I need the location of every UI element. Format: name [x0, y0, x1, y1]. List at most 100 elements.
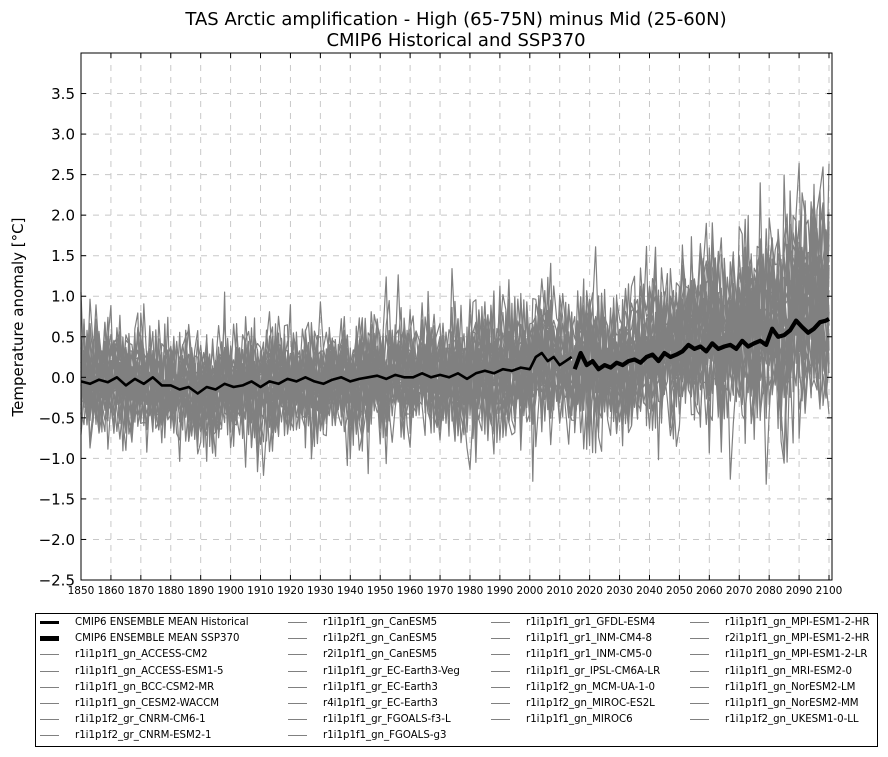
legend-swatch: [690, 638, 709, 640]
x-tick-label: 1910: [247, 585, 274, 597]
x-tick-label: 2010: [546, 585, 573, 597]
legend-swatch: [40, 636, 59, 642]
y-tick-label: 3.0: [51, 126, 75, 144]
legend-swatch: [690, 654, 709, 656]
legend-swatch: [491, 702, 510, 704]
legend-label: r1i1p1f1_gr_FGOALS-f3-L: [323, 714, 451, 726]
legend-swatch: [690, 686, 709, 688]
x-tick-label: 2070: [726, 585, 753, 597]
x-tick-label: 1900: [217, 585, 244, 597]
legend-swatch: [288, 686, 307, 688]
x-tick-label: 1940: [337, 585, 364, 597]
plot-frame: [80, 52, 833, 581]
x-tick-label: 2080: [756, 585, 783, 597]
legend-swatch: [491, 622, 510, 623]
x-tick-label: 2020: [576, 585, 603, 597]
legend-label: r1i1p1f1_gn_CanESM5: [323, 617, 438, 628]
x-tick-label: 1920: [277, 585, 304, 597]
x-tick-label: 1890: [187, 585, 214, 597]
legend-label: r4i1p1f1_gr_EC-Earth3: [323, 697, 438, 709]
legend-swatch: [288, 638, 307, 640]
x-tick-label: 1970: [427, 585, 454, 597]
legend-label: r1i1p1f1_gr1_GFDL-ESM4: [526, 617, 656, 628]
legend-label: r1i1p1f2_gr_CNRM-CM6-1: [75, 714, 206, 726]
legend-swatch: [491, 670, 510, 672]
x-tick-label: 2030: [606, 585, 633, 597]
y-tick-label: −1.5: [39, 490, 75, 508]
legend-swatch: [288, 622, 307, 623]
x-tick-label: 1860: [98, 585, 125, 597]
legend-label: r1i1p2f1_gn_CanESM5: [323, 633, 438, 645]
legend-swatch: [690, 702, 709, 704]
x-tick-label: 2050: [666, 585, 693, 597]
y-tick-label: 1.5: [51, 247, 75, 265]
legend-swatch: [40, 621, 59, 624]
x-tick-label: 1990: [487, 585, 514, 597]
x-tick-label: 1850: [68, 585, 95, 597]
legend-swatch: [40, 719, 59, 721]
legend-label: r1i1p1f1_gn_MPI-ESM1-2-LR: [725, 649, 868, 661]
legend-label: r1i1p1f1_gn_BCC-CSM2-MR: [75, 681, 215, 693]
legend-label: CMIP6 ENSEMBLE MEAN Historical: [75, 617, 249, 628]
y-tick-label: −2.5: [39, 572, 75, 590]
y-tick-label: 2.5: [51, 166, 75, 184]
y-tick-label: 0.0: [51, 369, 75, 387]
chart-title: TAS Arctic amplification - High (65-75N)…: [184, 9, 726, 30]
legend-label: r1i1p1f1_gr1_INM-CM5-0: [526, 649, 652, 661]
y-tick-label: 2.0: [51, 207, 75, 225]
x-tick-label: 2060: [696, 585, 723, 597]
legend-swatch: [491, 654, 510, 656]
y-tick-label: −0.5: [39, 409, 75, 427]
legend-label: r1i1p1f2_gr_CNRM-ESM2-1: [75, 730, 212, 742]
legend-swatch: [40, 670, 59, 672]
x-tick-label: 1930: [307, 585, 334, 597]
x-tick-label: 1980: [457, 585, 484, 597]
y-tick-label: −1.0: [39, 450, 75, 468]
x-tick-label: 2000: [516, 585, 543, 597]
legend-label: r1i1p1f1_gn_ACCESS-ESM1-5: [75, 665, 224, 677]
x-tick-label: 2040: [636, 585, 663, 597]
x-tick-label: 1950: [367, 585, 394, 597]
legend-label: r1i1p1f1_gr_EC-Earth3: [323, 681, 438, 693]
legend-swatch: [690, 719, 709, 721]
x-tick-label: 1960: [397, 585, 424, 597]
x-tick-label: 1870: [127, 585, 154, 597]
legend-swatch: [491, 686, 510, 688]
legend-swatch: [288, 702, 307, 704]
legend-swatch: [690, 622, 709, 623]
legend-swatch: [288, 654, 307, 656]
legend-label: r1i1p1f2_gn_MIROC-ES2L: [526, 697, 655, 709]
legend-label: r1i1p1f1_gn_MIROC6: [526, 714, 633, 726]
y-tick-label: −2.0: [39, 531, 75, 549]
legend-swatch: [288, 670, 307, 672]
legend-label: r1i1p1f1_gr_IPSL-CM6A-LR: [526, 665, 661, 677]
y-tick-label: 0.5: [51, 328, 75, 346]
legend-swatch: [491, 638, 510, 640]
chart: TAS Arctic amplification - High (65-75N)…: [9, 9, 843, 597]
plot-area: 1850 1860 1870 1880 1890 1900 1910 1920 1930 1940…: [39, 52, 843, 597]
legend-label: r2i1p1f1_gn_CanESM5: [323, 649, 438, 661]
legend-swatch: [491, 719, 510, 721]
legend-label: r1i1p1f1_gn_ACCESS-CM2: [75, 649, 208, 661]
legend-label: r1i1p1f1_gr_EC-Earth3-Veg: [323, 665, 460, 677]
legend-label: r1i1p1f2_gn_MCM-UA-1-0: [526, 681, 655, 693]
legend-label: r1i1p1f1_gr1_INM-CM4-8: [526, 633, 652, 645]
legend-swatch: [40, 686, 59, 688]
y-tick-label: 3.5: [51, 85, 75, 103]
legend-label: r2i1p1f1_gn_MPI-ESM1-2-HR: [725, 633, 870, 645]
legend-swatch: [288, 719, 307, 721]
ensemble-mean-historical-line: [80, 351, 573, 395]
legend-label: r1i1p1f2_gn_UKESM1-0-LL: [725, 714, 859, 726]
legend-label: r1i1p1f1_gn_MPI-ESM1-2-HR: [725, 617, 870, 628]
legend-swatch: [40, 702, 59, 704]
x-tick-label: 1880: [157, 585, 184, 597]
legend-label: r1i1p1f1_gn_MRI-ESM2-0: [725, 665, 852, 677]
legend-label: r1i1p1f1_gn_FGOALS-g3: [323, 730, 447, 742]
x-tick-label: 2100: [816, 585, 843, 597]
legend-swatch: [40, 735, 59, 737]
y-axis-label: Temperature anomaly [°C]: [9, 218, 27, 418]
legend: CMIP6 ENSEMBLE MEAN Historical CMIP6 ENSE…: [35, 613, 878, 747]
model-series-line: [80, 243, 830, 450]
legend-label: r1i1p1f1_gn_NorESM2-LM: [725, 681, 856, 693]
ensemble-mean-ssp370-line: [572, 317, 831, 372]
